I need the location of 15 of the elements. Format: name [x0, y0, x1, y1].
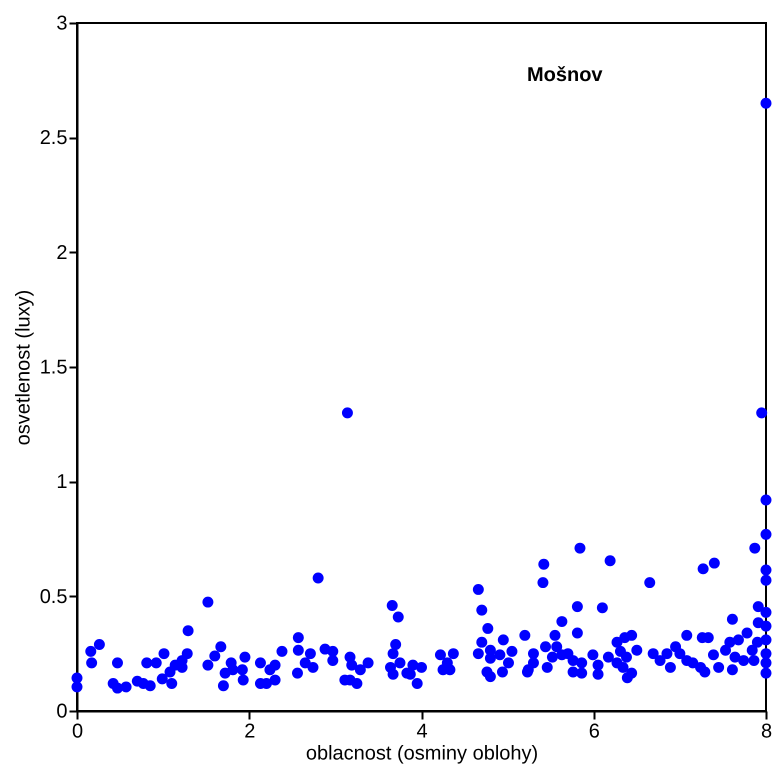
y-tick-label: 0 [56, 700, 68, 722]
y-tick-label: 0.5 [40, 586, 68, 608]
x-tick-label: 4 [416, 720, 428, 742]
y-tick-label: 1 [56, 471, 68, 494]
x-tick-label: 0 [72, 720, 84, 742]
y-tick-label: 1.5 [40, 356, 68, 378]
y-axis-title: osvetlenost (luxy) [12, 290, 35, 446]
x-tick-label: 8 [760, 720, 772, 742]
y-tick-label: 3 [56, 12, 68, 34]
annotation: Mošnov [527, 64, 604, 86]
y-tick-label: 2.5 [40, 127, 68, 150]
x-tick-label: 6 [588, 720, 600, 742]
y-tick-label: 2 [56, 242, 68, 264]
x-axis-title: oblacnost (osminy oblohy) [306, 742, 538, 764]
x-tick-label: 2 [244, 720, 256, 742]
